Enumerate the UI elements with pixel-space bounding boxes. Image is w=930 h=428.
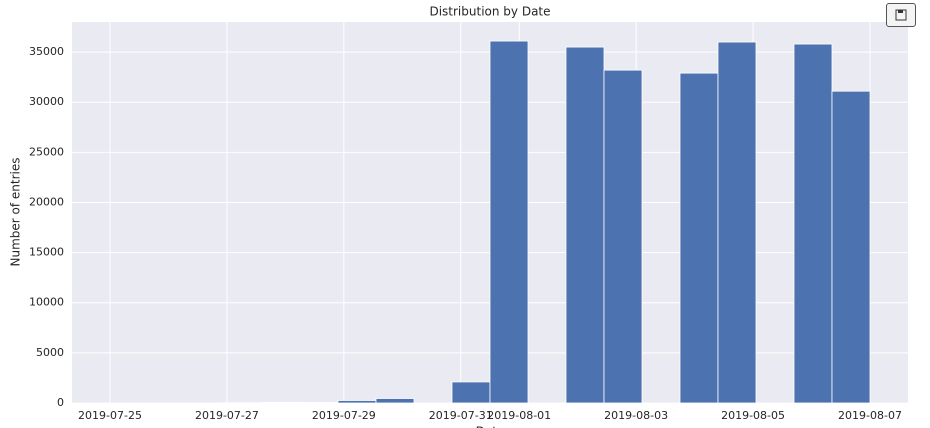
bar	[261, 401, 301, 404]
x-tick-label: 2019-07-31	[429, 409, 493, 422]
bar	[337, 400, 377, 404]
save-icon	[895, 9, 907, 21]
bar	[375, 398, 415, 404]
bar	[717, 41, 757, 404]
x-tick-label: 2019-08-03	[604, 409, 668, 422]
bar	[603, 69, 643, 404]
x-tick-label: 2019-08-01	[487, 409, 551, 422]
y-tick-label: 10000	[29, 296, 64, 309]
y-axis-label: Number of entries	[9, 158, 23, 267]
x-tick-label: 2019-07-27	[195, 409, 259, 422]
y-tick-label: 35000	[29, 45, 64, 58]
bar	[679, 72, 719, 404]
icon-slot	[898, 10, 903, 13]
bar	[451, 381, 491, 404]
y-tick-label: 20000	[29, 195, 64, 208]
y-tick-label: 25000	[29, 145, 64, 158]
bar	[793, 43, 833, 404]
x-tick-label: 2019-08-05	[721, 409, 785, 422]
y-tick-label: 30000	[29, 95, 64, 108]
bar	[489, 40, 529, 404]
bar	[299, 402, 339, 404]
x-tick-label: 2019-07-25	[78, 409, 142, 422]
x-axis-label: Date	[476, 425, 505, 428]
save-button[interactable]	[886, 3, 916, 27]
y-tick-label: 5000	[36, 346, 64, 359]
bar	[831, 90, 871, 404]
chart-title: Distribution by Date	[429, 5, 550, 19]
x-tick-label: 2019-07-29	[312, 409, 376, 422]
x-tick-label: 2019-08-07	[838, 409, 902, 422]
y-tick-label: 0	[57, 396, 64, 409]
bar	[565, 46, 605, 404]
y-tick-label: 15000	[29, 246, 64, 259]
